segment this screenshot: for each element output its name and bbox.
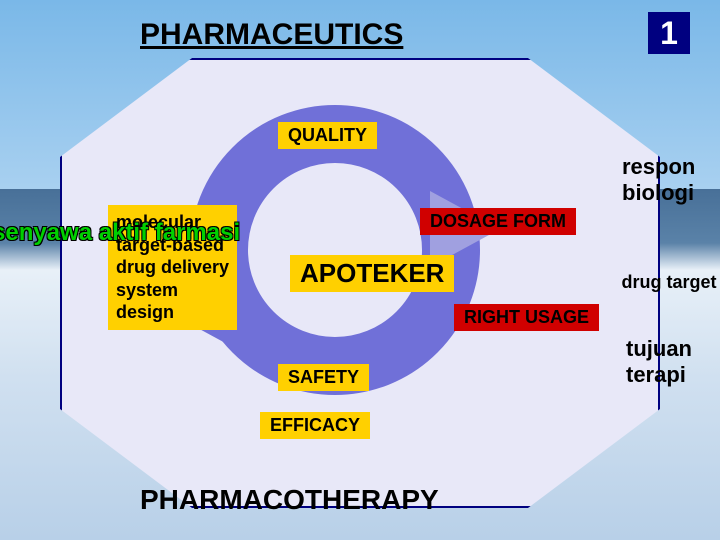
- dosage-form-box: DOSAGE FORM: [420, 208, 576, 235]
- drug-target-star: drug target: [618, 232, 720, 334]
- tujuan-label: tujuan terapi: [626, 336, 692, 388]
- page-title: PHARMACEUTICS: [140, 18, 403, 52]
- respon-label: respon biologi: [622, 154, 695, 206]
- efficacy-box: EFFICACY: [260, 412, 370, 439]
- page-number: 1: [648, 12, 690, 54]
- drug-target-label: drug target: [621, 273, 716, 293]
- safety-box: SAFETY: [278, 364, 369, 391]
- quality-box: QUALITY: [278, 122, 377, 149]
- apoteker-box: APOTEKER: [290, 255, 454, 292]
- bottom-title: PHARMACOTHERAPY: [140, 484, 439, 516]
- right-usage-box: RIGHT USAGE: [454, 304, 599, 331]
- senyawa-label: senyawa aktif farmasi: [0, 220, 240, 246]
- slide: 1 PHARMACEUTICS QUALITY molecular target…: [0, 0, 720, 540]
